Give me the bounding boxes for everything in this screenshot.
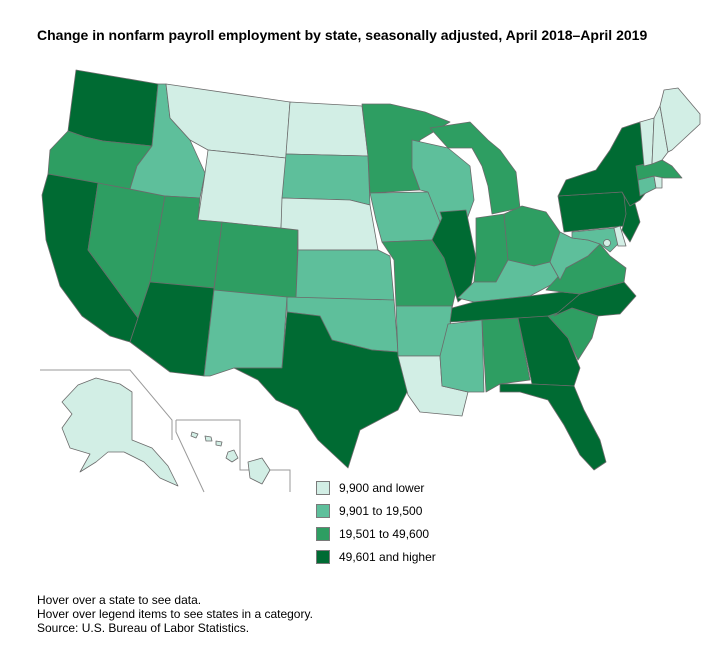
legend-swatch-c1 bbox=[316, 480, 330, 495]
alaska-inset-border bbox=[40, 369, 173, 440]
state-ny[interactable] bbox=[557, 121, 649, 207]
legend-item-c3[interactable]: 19,501 to 49,600 bbox=[316, 522, 436, 545]
state-mi[interactable] bbox=[429, 121, 521, 215]
state-fl[interactable] bbox=[499, 383, 607, 471]
note-hover-state: Hover over a state to see data. bbox=[37, 593, 202, 607]
legend-item-c4[interactable]: 49,601 and higher bbox=[316, 545, 436, 568]
legend-swatch-c3 bbox=[316, 526, 330, 541]
state-dc[interactable] bbox=[603, 239, 611, 247]
state-nd[interactable] bbox=[285, 101, 369, 157]
notes: Hover over a state to see data. Hover ov… bbox=[37, 593, 313, 635]
legend-item-c1[interactable]: 9,900 and lower bbox=[316, 476, 436, 499]
state-wy[interactable] bbox=[197, 149, 287, 229]
legend-swatch-c2 bbox=[316, 503, 330, 518]
legend-label: 49,601 and higher bbox=[339, 549, 436, 564]
legend-swatch-c4 bbox=[316, 549, 330, 564]
hawaii-inset-border bbox=[175, 419, 291, 493]
state-sd[interactable] bbox=[281, 153, 371, 206]
state-hi[interactable] bbox=[190, 431, 271, 485]
state-ks[interactable] bbox=[295, 249, 395, 301]
state-al[interactable] bbox=[481, 317, 531, 393]
state-ak[interactable] bbox=[61, 377, 179, 487]
state-co[interactable] bbox=[213, 221, 299, 301]
state-ms[interactable] bbox=[439, 319, 485, 393]
legend-label: 9,900 and lower bbox=[339, 480, 425, 495]
state-nm[interactable] bbox=[203, 289, 288, 377]
legend-item-c2[interactable]: 9,901 to 19,500 bbox=[316, 499, 436, 522]
legend-label: 9,901 to 19,500 bbox=[339, 503, 423, 518]
state-nh[interactable] bbox=[651, 105, 669, 165]
state-tx[interactable] bbox=[233, 311, 409, 469]
state-wa[interactable] bbox=[67, 69, 159, 147]
legend: 9,900 and lower 9,901 to 19,500 19,501 t… bbox=[316, 476, 436, 568]
note-hover-legend: Hover over legend items to see states in… bbox=[37, 607, 313, 621]
state-il[interactable] bbox=[431, 209, 477, 303]
state-me[interactable] bbox=[659, 87, 701, 153]
state-de[interactable] bbox=[613, 225, 627, 247]
legend-label: 19,501 to 49,600 bbox=[339, 526, 430, 541]
note-source: Source: U.S. Bureau of Labor Statistics. bbox=[37, 621, 250, 635]
map-title: Change in nonfarm payroll employment by … bbox=[37, 27, 648, 43]
